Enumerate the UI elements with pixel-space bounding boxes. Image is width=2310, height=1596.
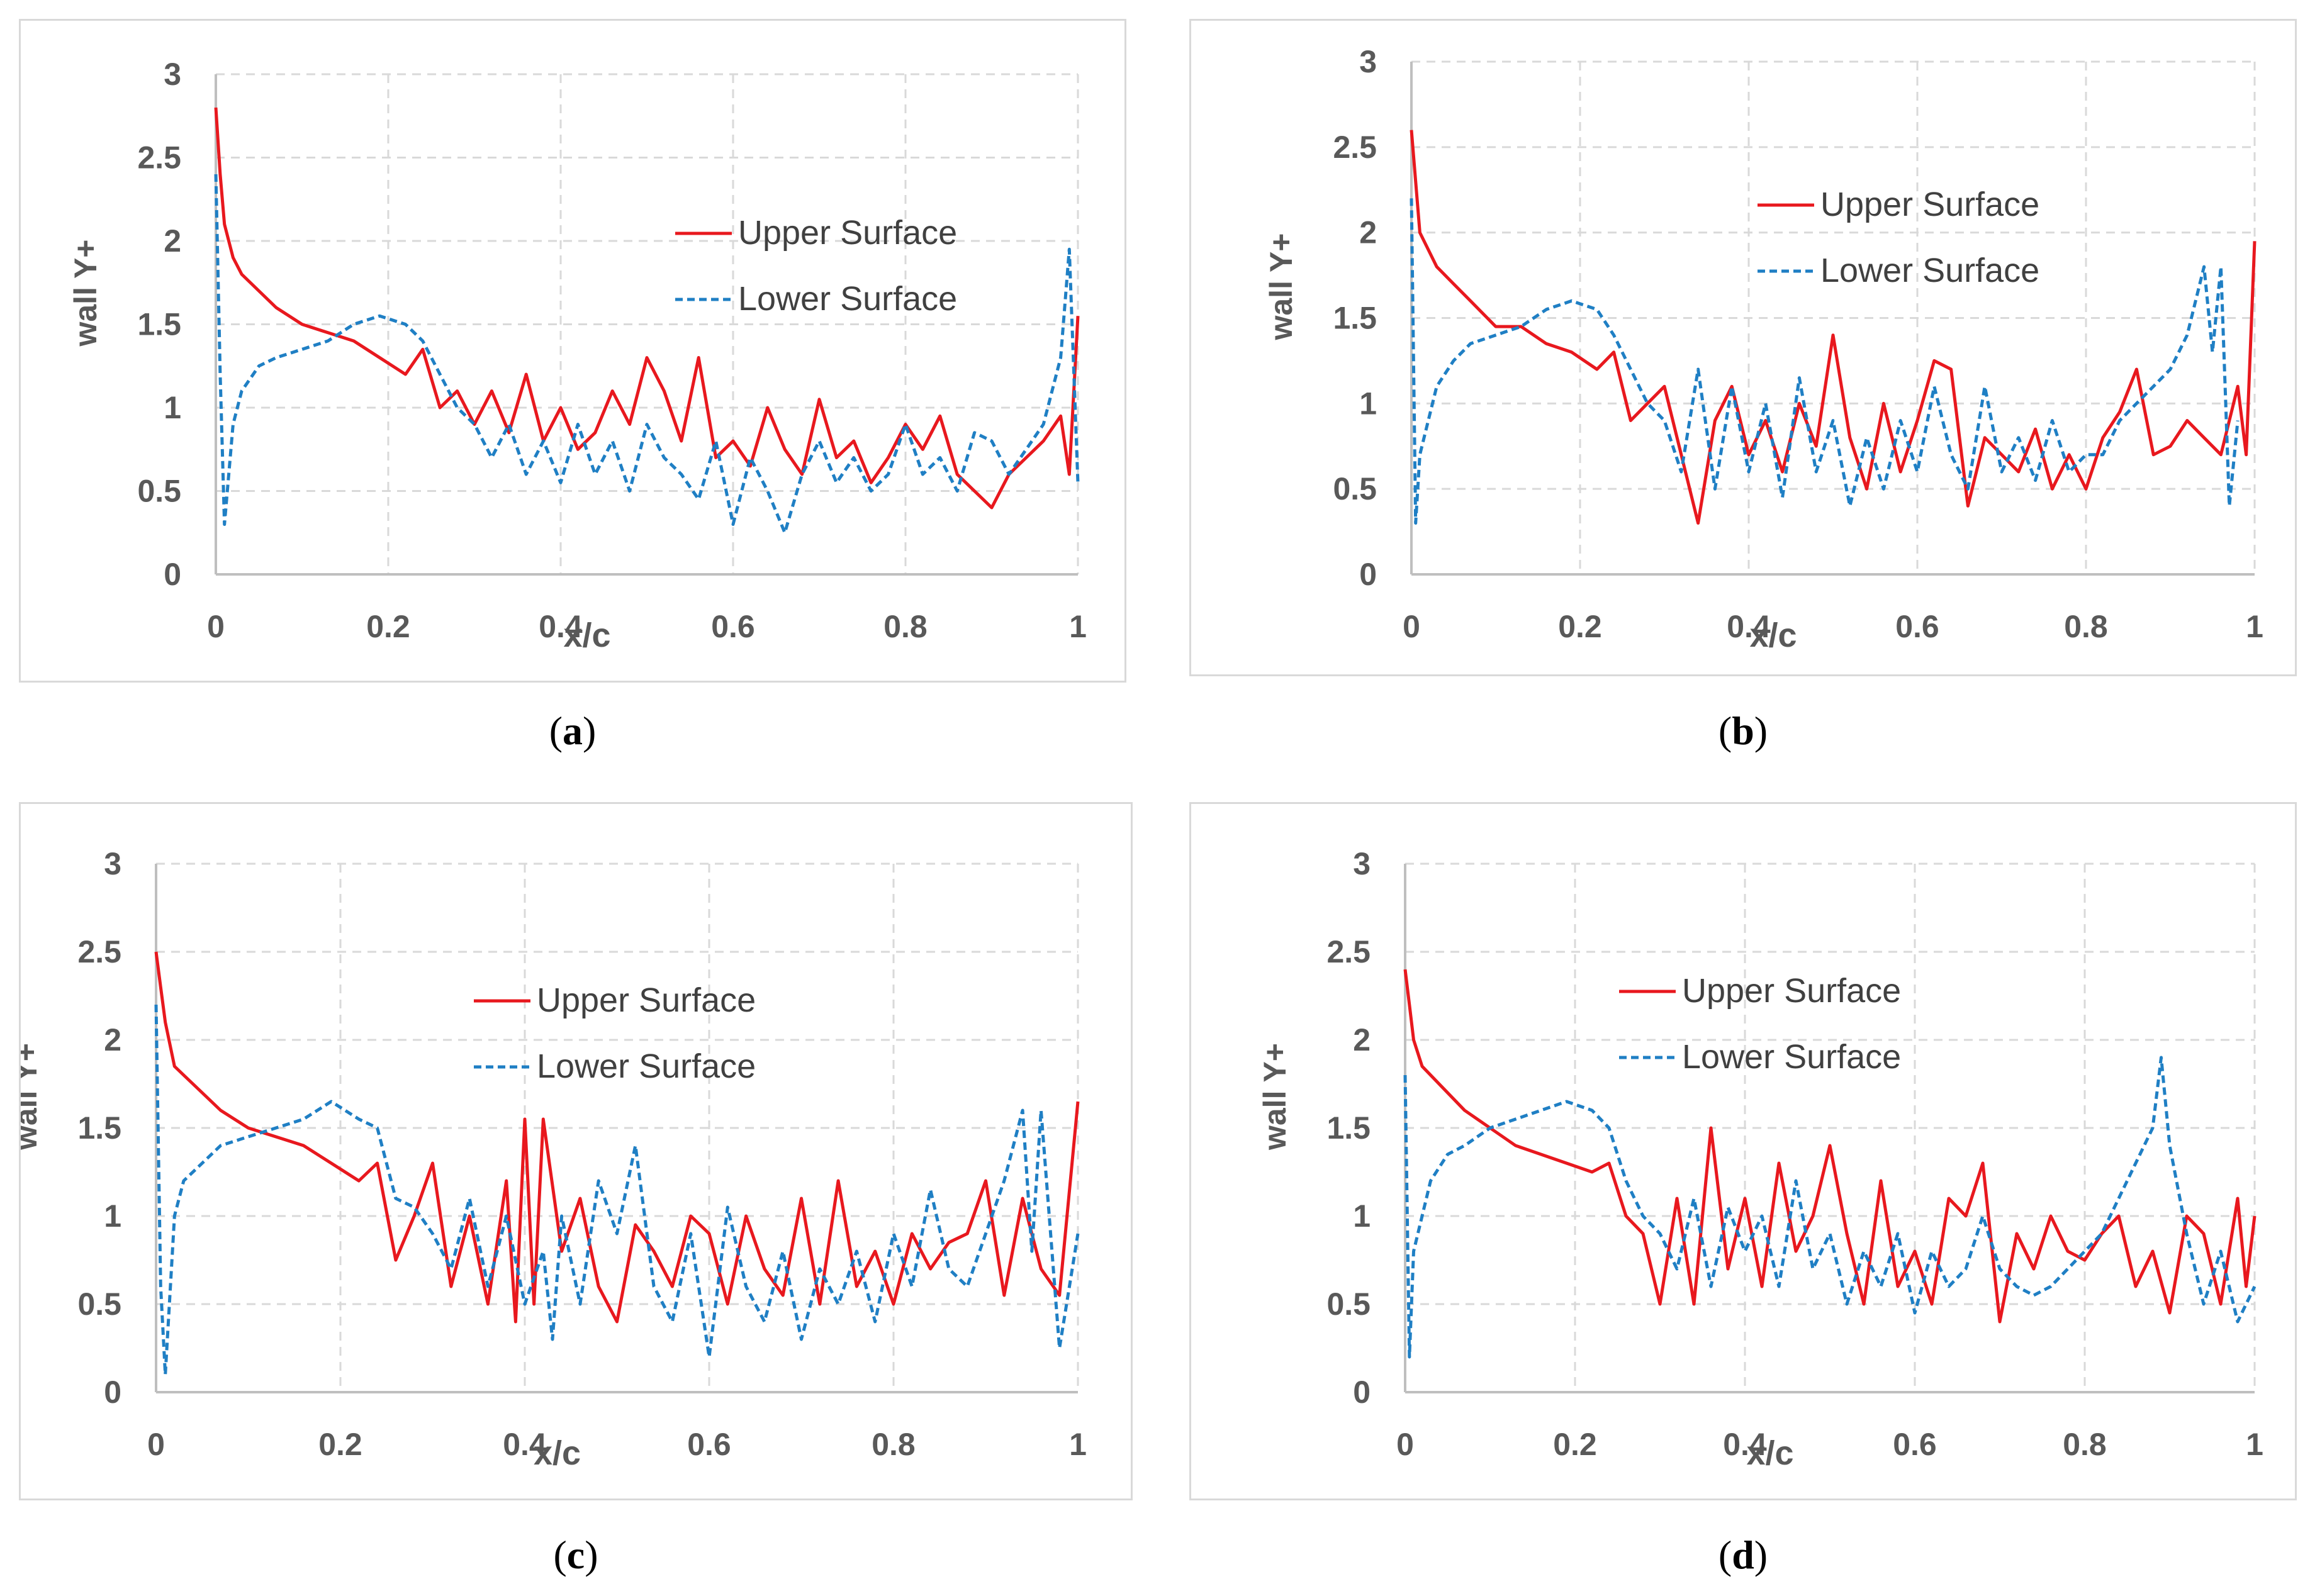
x-tick-label: 0 — [207, 609, 225, 644]
x-axis-label: x/c — [1749, 617, 1797, 654]
y-tick-label: 0 — [164, 557, 181, 592]
y-tick-label: 2.5 — [77, 934, 121, 969]
x-tick-label: 0.8 — [2063, 1427, 2107, 1462]
x-tick-label: 0.4 — [539, 609, 583, 644]
y-tick-label: 0.5 — [1333, 471, 1377, 506]
caption-letter: c — [566, 1532, 585, 1577]
x-tick-label: 1 — [2246, 1427, 2263, 1462]
x-tick-label: 0 — [1396, 1427, 1414, 1462]
legend-label: Upper Surface — [537, 981, 756, 1019]
y-tick-label: 0.5 — [77, 1286, 121, 1322]
y-tick-label: 1 — [1353, 1198, 1371, 1234]
y-tick-label: 1.5 — [77, 1110, 121, 1146]
x-axis-label: x/c — [563, 617, 610, 654]
caption-letter: d — [1732, 1532, 1754, 1577]
legend-label: Upper Surface — [1820, 186, 2039, 223]
legend-label: Lower Surface — [1682, 1038, 1901, 1076]
chart-svg-c: 0 0.5 1 1.5 2 2.5 3 0 0.2 0.4 0.6 0.8 1 x/c wall Y+ Upp… — [21, 846, 1087, 1472]
x-tick-label: 1 — [2246, 609, 2263, 644]
series-line-lower-surface — [154, 1004, 1080, 1376]
x-tick-label: 0.2 — [1553, 1427, 1597, 1462]
chart-panel-a: 0 0.5 1 1.5 2 2.5 3 0 0.2 0.4 0.6 0.8 1 x/c wall Y+ Upp… — [19, 19, 1126, 683]
caption-c: (c) — [553, 1532, 598, 1577]
y-tick-label: 3 — [1359, 44, 1377, 79]
x-tick-label: 0.8 — [872, 1427, 916, 1462]
y-tick-label: 2 — [1359, 215, 1377, 250]
legend-label: Lower Surface — [738, 280, 957, 318]
y-tick-label: 2.5 — [1326, 934, 1371, 969]
y-axis-label: wall Y+ — [1264, 233, 1299, 340]
x-tick-label: 0 — [147, 1427, 165, 1462]
legend-label: Lower Surface — [1820, 252, 2039, 289]
caption-a: (a) — [549, 708, 597, 753]
caption-letter: b — [1732, 708, 1754, 753]
y-tick-label: 1 — [164, 390, 181, 425]
y-tick-label: 2 — [164, 223, 181, 259]
chart-svg-a: 0 0.5 1 1.5 2 2.5 3 0 0.2 0.4 0.6 0.8 1 x/c wall Y+ Upp… — [68, 57, 1087, 654]
caption-letter: a — [563, 708, 583, 753]
x-tick-label: 0.4 — [1727, 609, 1771, 644]
y-tick-label: 3 — [104, 846, 121, 881]
y-tick-label: 1.5 — [137, 307, 181, 342]
x-tick-label: 0.4 — [1723, 1427, 1767, 1462]
chart-svg-b: 0 0.5 1 1.5 2 2.5 3 0 0.2 0.4 0.6 0.8 1 x/c wall Y+ Upp… — [1264, 44, 2263, 654]
y-tick-label: 1.5 — [1333, 301, 1377, 336]
series-line-upper-surface — [1410, 130, 2257, 525]
y-tick-label: 1 — [104, 1198, 121, 1234]
x-tick-label: 0.2 — [366, 609, 410, 644]
series-line-upper-surface — [1403, 969, 2257, 1324]
y-tick-label: 0 — [1353, 1375, 1371, 1410]
chart-panel-c: 0 0.5 1 1.5 2 2.5 3 0 0.2 0.4 0.6 0.8 1 x/c wall Y+ Upp… — [19, 802, 1133, 1500]
x-tick-label: 0.6 — [711, 609, 755, 644]
x-tick-label: 0.6 — [1895, 609, 1939, 644]
x-tick-label: 0.2 — [1558, 609, 1602, 644]
y-axis-label: wall Y+ — [68, 239, 103, 347]
chart-svg-d: 0 0.5 1 1.5 2 2.5 3 0 0.2 0.4 0.6 0.8 1 x/c wall Y+ Upp… — [1257, 846, 2263, 1472]
y-tick-label: 2 — [104, 1022, 121, 1057]
x-tick-label: 0.8 — [2064, 609, 2108, 644]
y-tick-label: 0.5 — [1326, 1286, 1371, 1322]
y-tick-label: 3 — [1353, 846, 1371, 881]
y-tick-label: 0 — [104, 1375, 121, 1410]
x-axis-label: x/c — [1746, 1434, 1793, 1472]
x-tick-label: 1 — [1069, 1427, 1087, 1462]
series-line-upper-surface — [154, 951, 1080, 1324]
x-tick-label: 0.2 — [318, 1427, 362, 1462]
y-tick-label: 2.5 — [1333, 130, 1377, 165]
y-tick-label: 1.5 — [1326, 1110, 1371, 1146]
x-tick-label: 0.4 — [503, 1427, 547, 1462]
series-line-lower-surface — [1403, 1056, 2257, 1359]
caption-d: (d) — [1718, 1532, 1768, 1577]
y-tick-label: 0 — [1359, 557, 1377, 592]
y-tick-label: 2 — [1353, 1022, 1371, 1057]
x-tick-label: 0 — [1403, 609, 1420, 644]
chart-panel-b: 0 0.5 1 1.5 2 2.5 3 0 0.2 0.4 0.6 0.8 1 x/c wall Y+ Upp… — [1189, 19, 2297, 676]
x-tick-label: 0.6 — [1893, 1427, 1937, 1462]
caption-b: (b) — [1718, 708, 1768, 753]
y-axis-label: wall Y+ — [21, 1043, 43, 1151]
series-line-upper-surface — [214, 107, 1080, 510]
x-tick-label: 1 — [1069, 609, 1087, 644]
legend-label: Upper Surface — [1682, 972, 1901, 1010]
y-axis-label: wall Y+ — [1257, 1043, 1292, 1151]
x-tick-label: 0.8 — [883, 609, 928, 644]
y-tick-label: 1 — [1359, 386, 1377, 421]
y-tick-label: 0.5 — [137, 474, 181, 509]
y-tick-label: 3 — [164, 57, 181, 92]
series-line-lower-surface — [1410, 198, 2240, 525]
series-line-lower-surface — [214, 174, 1080, 535]
x-tick-label: 0.6 — [687, 1427, 731, 1462]
legend-label: Upper Surface — [738, 214, 957, 252]
x-axis-label: x/c — [534, 1434, 581, 1472]
y-tick-label: 2.5 — [137, 140, 181, 176]
legend-label: Lower Surface — [537, 1047, 756, 1085]
chart-panel-d: 0 0.5 1 1.5 2 2.5 3 0 0.2 0.4 0.6 0.8 1 x/c wall Y+ Upp… — [1189, 802, 2297, 1500]
